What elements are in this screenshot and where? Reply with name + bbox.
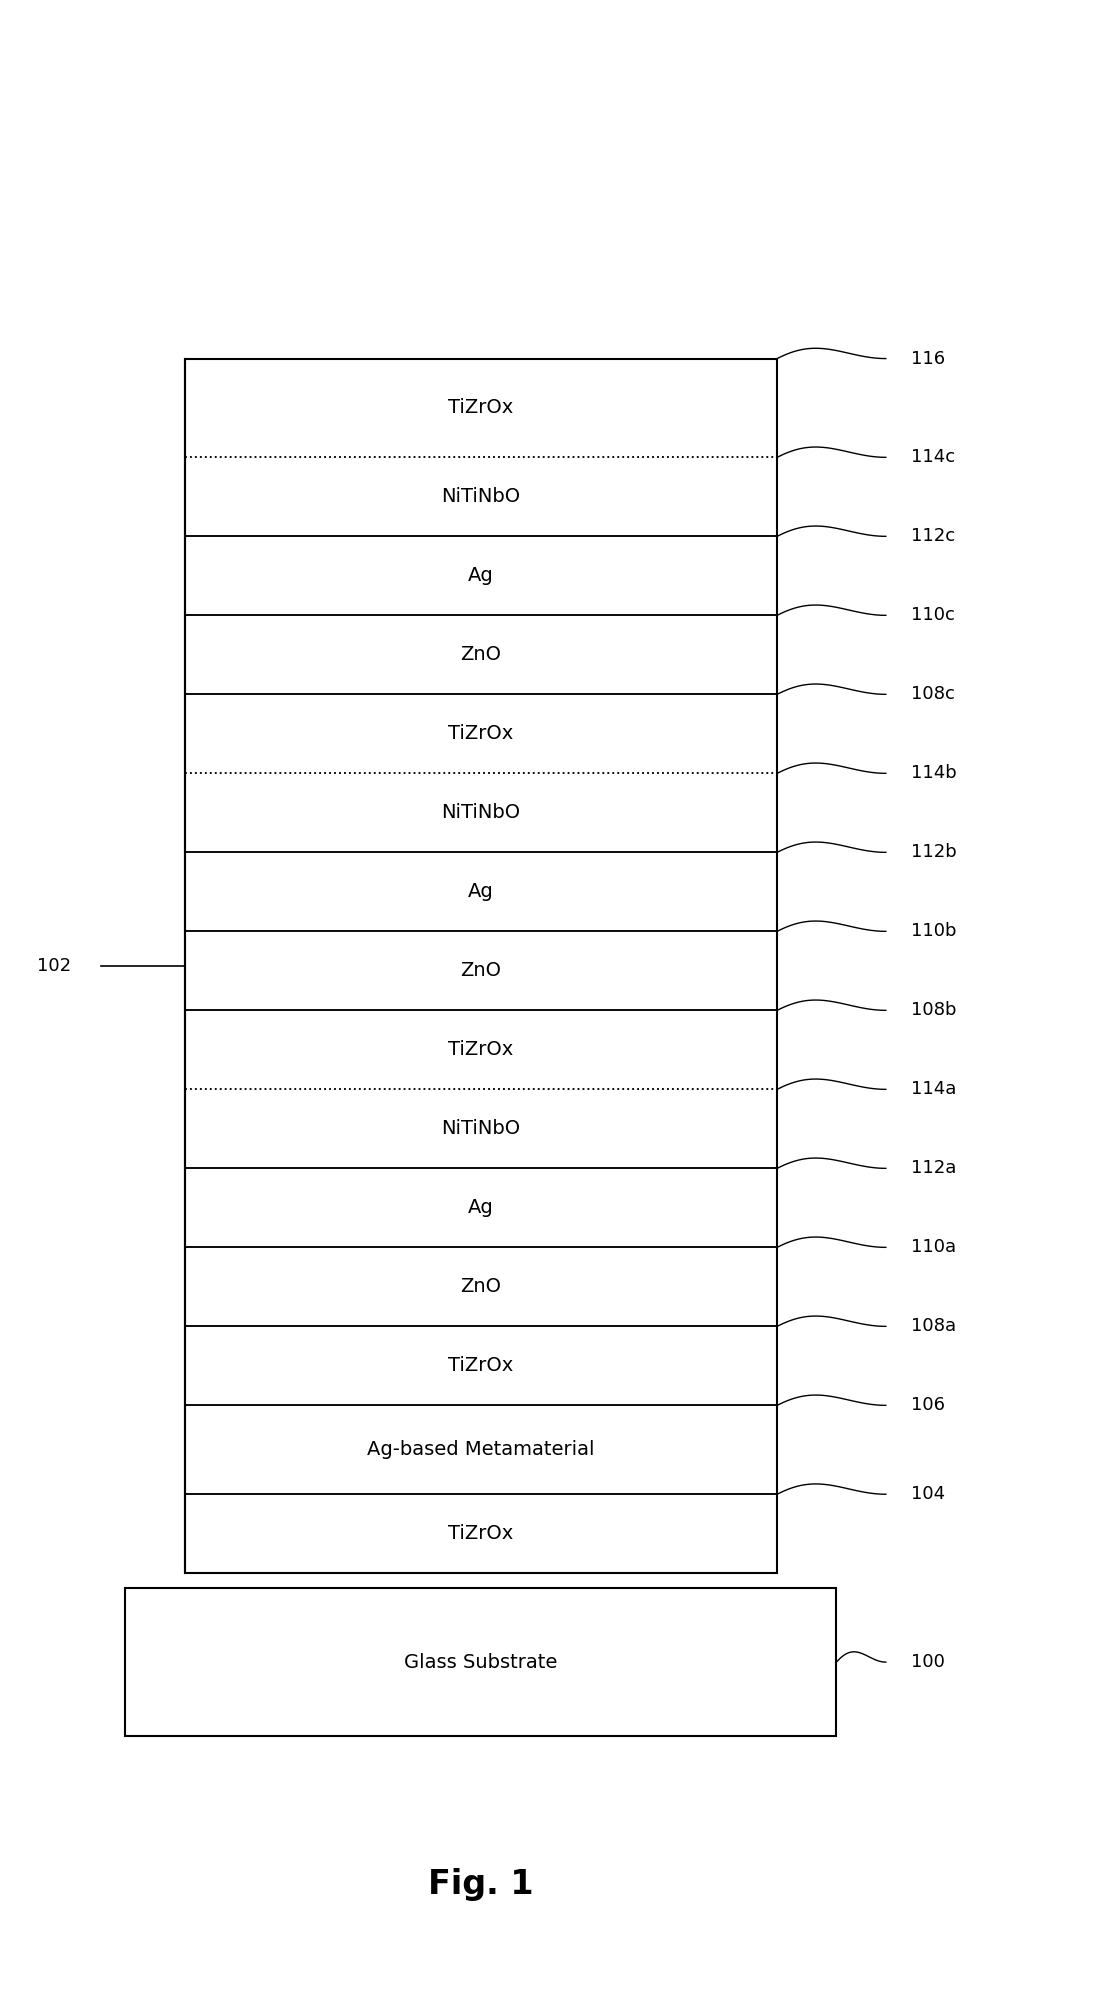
Text: NiTiNbO: NiTiNbO: [441, 802, 520, 822]
Bar: [185, 359, 778, 1573]
Text: 110a: 110a: [910, 1238, 956, 1255]
Text: Ag: Ag: [468, 567, 494, 585]
Text: TiZrOx: TiZrOx: [448, 1525, 514, 1543]
Text: ZnO: ZnO: [460, 1277, 501, 1295]
Text: 112b: 112b: [910, 844, 956, 862]
Text: 110b: 110b: [910, 922, 956, 940]
Text: 100: 100: [910, 1653, 945, 1671]
Text: TiZrOx: TiZrOx: [448, 399, 514, 417]
Text: Ag-based Metamaterial: Ag-based Metamaterial: [368, 1441, 595, 1459]
Text: Ag: Ag: [468, 882, 494, 902]
Text: 104: 104: [910, 1485, 945, 1503]
Text: 114c: 114c: [910, 449, 955, 467]
Text: Glass Substrate: Glass Substrate: [404, 1653, 558, 1671]
Text: 116: 116: [910, 349, 945, 367]
Text: TiZrOx: TiZrOx: [448, 1357, 514, 1375]
Text: ZnO: ZnO: [460, 645, 501, 665]
Text: NiTiNbO: NiTiNbO: [441, 1120, 520, 1138]
Text: 110c: 110c: [910, 607, 955, 625]
Text: TiZrOx: TiZrOx: [448, 725, 514, 743]
Text: 106: 106: [910, 1397, 945, 1415]
Text: 108b: 108b: [910, 1002, 956, 1020]
Text: 112a: 112a: [910, 1160, 956, 1178]
Text: 114a: 114a: [910, 1080, 956, 1098]
Text: 112c: 112c: [910, 527, 955, 545]
Text: 102: 102: [37, 956, 70, 974]
Text: Fig. 1: Fig. 1: [428, 1868, 534, 1900]
Text: 108c: 108c: [910, 685, 955, 703]
Text: NiTiNbO: NiTiNbO: [441, 487, 520, 507]
Bar: [126, 1589, 837, 1737]
Text: Ag: Ag: [468, 1198, 494, 1218]
Text: ZnO: ZnO: [460, 962, 501, 980]
Text: TiZrOx: TiZrOx: [448, 1040, 514, 1060]
Text: 114b: 114b: [910, 764, 956, 782]
Text: 108a: 108a: [910, 1317, 956, 1335]
